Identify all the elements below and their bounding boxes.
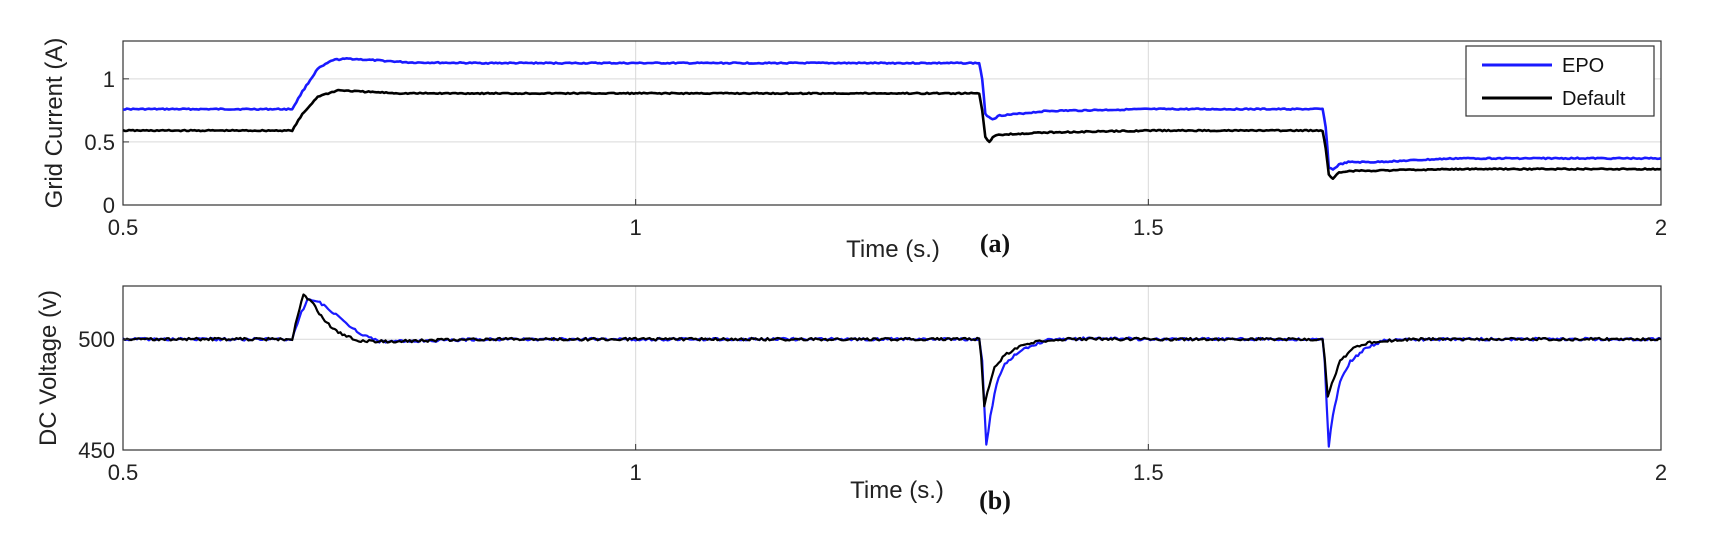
xlabel-a: Time (s.) (846, 236, 940, 263)
ylabel-b: DC Voltage (v) (35, 290, 62, 446)
legend: EPO Default (1465, 45, 1655, 117)
chart-a: 0.5 1 1.5 200.51 Grid Current (A) Time (s.)… (41, 38, 1667, 263)
x-tick-label: 0.5 (108, 460, 139, 485)
grid-a (123, 41, 1661, 205)
x-tick-label: 0.5 (108, 215, 139, 240)
grid-b (123, 286, 1661, 450)
y-tick-label: 0.5 (84, 130, 115, 155)
x-tick-label: 2 (1655, 460, 1667, 485)
plot-frame-a (122, 40, 1662, 206)
panel-label-b: (b) (979, 486, 1011, 515)
xlabel-b: Time (s.) (850, 477, 944, 504)
legend-entry-default: Default (1562, 88, 1626, 110)
x-tick-label: 1 (630, 215, 642, 240)
plot-frame-b (122, 285, 1662, 451)
x-tick-label: 2 (1655, 215, 1667, 240)
panel-label-a: (a) (980, 229, 1010, 258)
series-line-epo-a (123, 57, 1662, 171)
y-tick-label: 450 (78, 438, 115, 463)
y-tick-label: 500 (78, 327, 115, 352)
series-line-default-a (122, 88, 1662, 180)
series-line-default-b (122, 293, 1662, 408)
ylabel-a: Grid Current (A) (41, 38, 68, 209)
x-tick-label: 1.5 (1133, 215, 1164, 240)
x-tick-label: 1 (630, 460, 642, 485)
legend-entry-epo: EPO (1562, 55, 1604, 77)
y-tick-label: 0 (103, 193, 115, 218)
ticks-b: 0.5 1 1.5 2 450 500 (78, 327, 1667, 485)
ticks-a: 0.5 1 1.5 200.51 (84, 67, 1667, 240)
y-tick-label: 1 (103, 67, 115, 92)
legend-box (1465, 45, 1655, 117)
series-a (122, 57, 1662, 180)
series-b (122, 293, 1662, 448)
series-line-epo-b (122, 297, 1662, 448)
x-tick-label: 1.5 (1133, 460, 1164, 485)
